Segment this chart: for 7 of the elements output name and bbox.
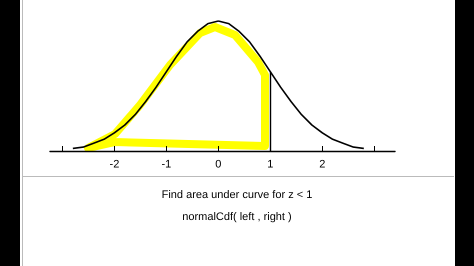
x-tick-label: -1 <box>161 158 172 170</box>
text: normalCdf( left , right ) <box>181 210 293 225</box>
x-tick-label: 0 <box>215 158 222 170</box>
text: Find area under curve for z < 1 <box>160 188 314 203</box>
x-tick-label: 1 <box>267 158 274 170</box>
x-tick-label: 2 <box>319 158 326 170</box>
x-tick-label: -2 <box>110 158 120 170</box>
